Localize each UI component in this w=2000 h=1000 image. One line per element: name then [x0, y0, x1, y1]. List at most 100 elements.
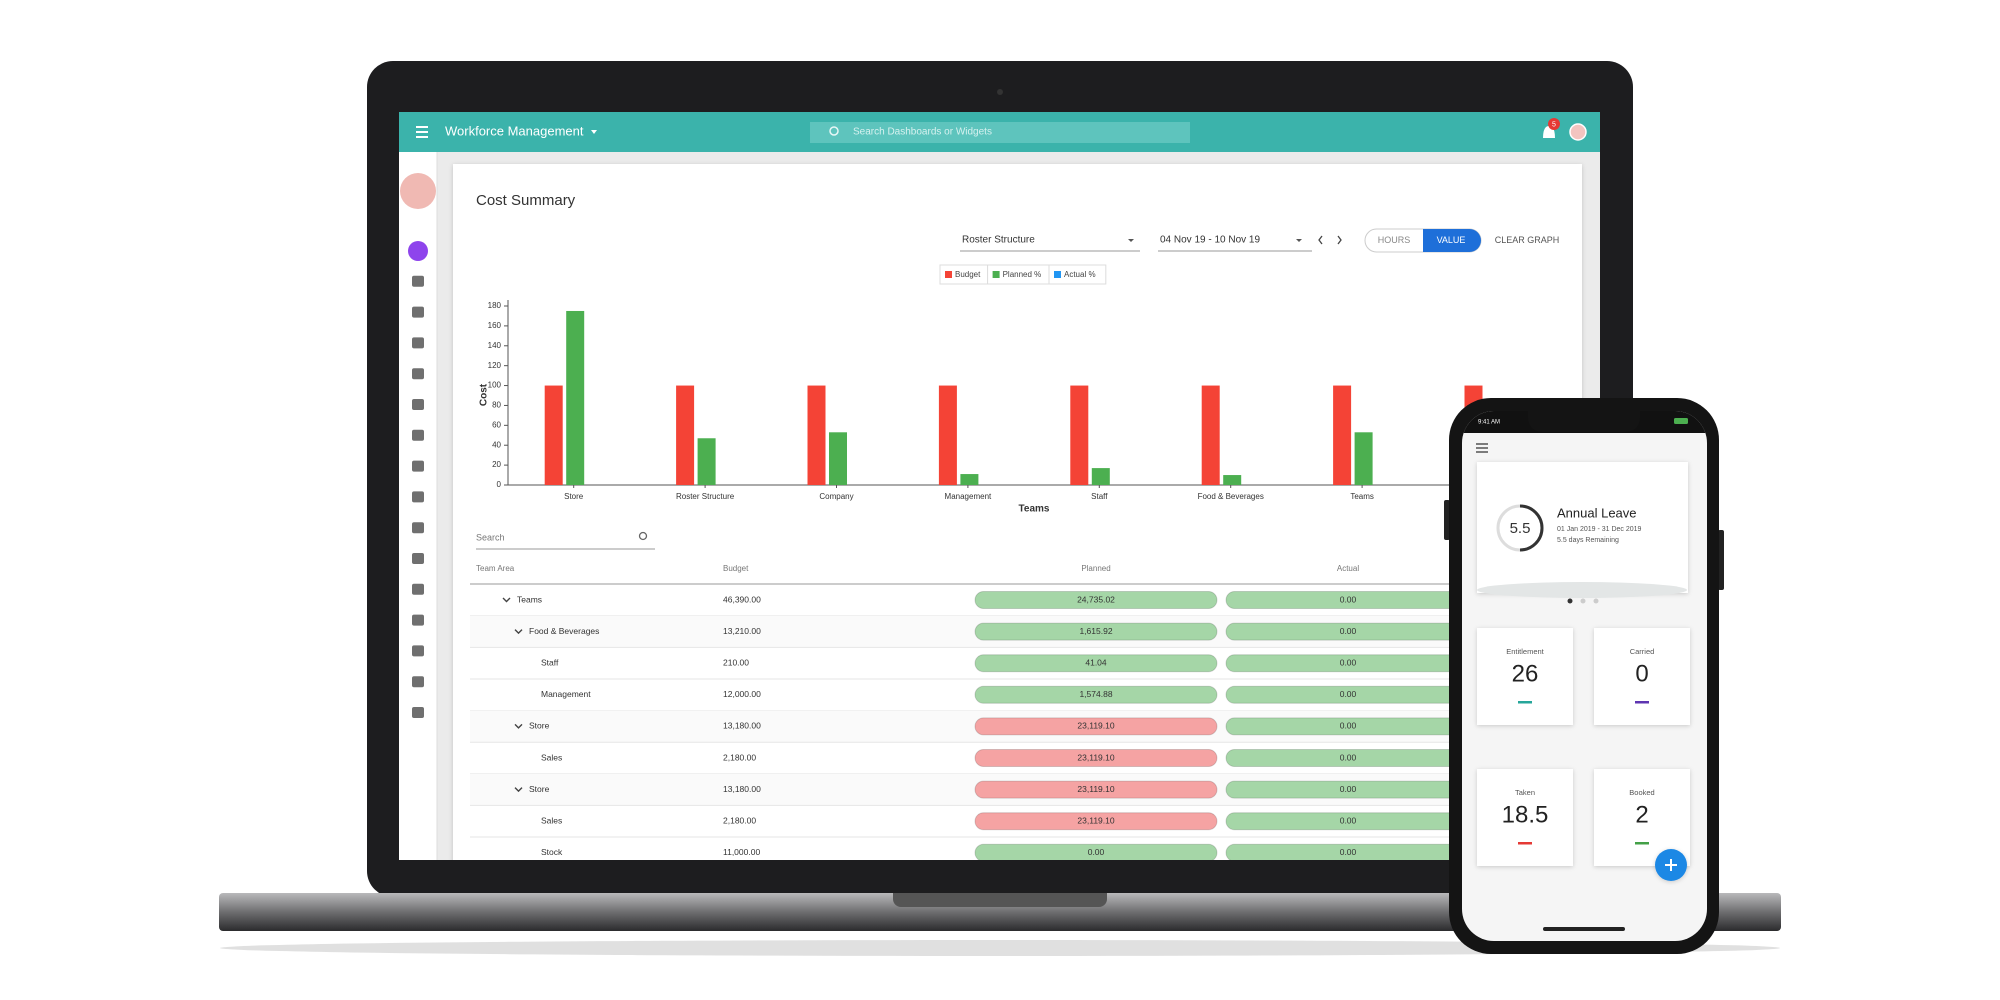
leave-panel — [1477, 462, 1688, 593]
sidebar-icon[interactable] — [412, 368, 424, 380]
phone-button — [1718, 530, 1724, 590]
y-tick-label: 160 — [488, 321, 502, 330]
sidebar-icon[interactable] — [412, 429, 424, 441]
tile-label: Booked — [1629, 788, 1654, 797]
sidebar-icon[interactable] — [412, 491, 424, 503]
date-caret[interactable] — [1296, 239, 1302, 242]
notification-count: 5 — [1552, 121, 1556, 128]
prev-arrow[interactable] — [1318, 235, 1323, 245]
search-bar[interactable] — [810, 122, 1190, 143]
sidebar-icon[interactable] — [412, 306, 424, 318]
search-icon — [638, 531, 648, 541]
tile-underline — [1518, 701, 1532, 704]
planned-pill — [974, 685, 1218, 704]
sidebar-icon[interactable] — [412, 676, 424, 688]
y-tick-label: 60 — [492, 420, 501, 429]
legend-swatch — [992, 271, 1000, 278]
app-title: Workforce Management — [445, 123, 584, 138]
clear-graph-button[interactable]: CLEAR GRAPH — [1495, 235, 1560, 245]
y-tick-label: 180 — [488, 301, 502, 310]
sidebar-icon[interactable] — [412, 645, 424, 657]
date-range[interactable]: 04 Nov 19 - 10 Nov 19 — [1160, 235, 1260, 246]
planned-pill — [974, 717, 1218, 736]
filter-select[interactable]: Roster Structure — [962, 235, 1035, 246]
legend-item[interactable] — [1048, 264, 1107, 285]
page-dot[interactable] — [1580, 598, 1586, 604]
actual: 0.00 — [1340, 815, 1357, 825]
expand-chevron[interactable] — [514, 629, 523, 635]
toggle-active[interactable] — [1423, 229, 1481, 252]
legend-label: Budget — [955, 270, 981, 279]
toggle-option[interactable]: HOURS — [1378, 235, 1411, 245]
actual: 0.00 — [1340, 721, 1357, 731]
sidebar — [399, 152, 437, 860]
sidebar-icon[interactable] — [412, 522, 424, 534]
column-header: Planned — [1081, 564, 1110, 573]
budget: 2,180.00 — [723, 752, 756, 762]
sidebar-icon[interactable] — [412, 460, 424, 472]
planned-pill — [974, 622, 1218, 641]
expand-chevron[interactable] — [502, 597, 511, 603]
sidebar-icon[interactable] — [412, 614, 424, 626]
add-icon — [1665, 859, 1677, 871]
team-area: Management — [541, 689, 591, 699]
bar — [676, 385, 695, 485]
bar — [960, 474, 979, 485]
laptop-base — [219, 893, 1781, 931]
x-axis-label: Teams — [1019, 504, 1050, 515]
budget: 12,000.00 — [723, 689, 761, 699]
budget: 13,210.00 — [723, 626, 761, 636]
y-tick-label: 100 — [488, 381, 502, 390]
planned-pill — [974, 749, 1218, 767]
dropdown-caret[interactable] — [591, 130, 597, 134]
base-notch — [893, 893, 1107, 907]
team-area: Stock — [541, 847, 563, 857]
select-caret[interactable] — [1128, 239, 1134, 242]
phone-notch — [1528, 408, 1640, 432]
team-area: Teams — [517, 594, 542, 604]
budget: 210.00 — [723, 657, 749, 667]
bar — [807, 385, 826, 485]
phone-menu-icon[interactable] — [1476, 443, 1488, 453]
sidebar-icon[interactable] — [412, 553, 424, 564]
x-tick-label: Store — [564, 492, 584, 501]
y-tick-label: 80 — [492, 401, 501, 410]
page-dot[interactable] — [1593, 598, 1599, 604]
leave-remaining: 5.5 — [1510, 520, 1531, 537]
planned: 24,735.02 — [1077, 594, 1115, 604]
x-tick-label: Roster Structure — [676, 492, 735, 501]
planned: 0.00 — [1088, 847, 1105, 857]
page-dot[interactable] — [1567, 598, 1573, 604]
sidebar-icon[interactable] — [412, 707, 424, 718]
planned-pill — [974, 780, 1218, 799]
sidebar-icon[interactable] — [412, 337, 424, 349]
user-avatar[interactable] — [1569, 123, 1587, 141]
sidebar-icon[interactable] — [412, 399, 424, 410]
bar — [1091, 468, 1110, 485]
expand-chevron[interactable] — [514, 723, 523, 729]
tile-value: 2 — [1635, 801, 1648, 828]
stat-tile[interactable] — [1477, 628, 1573, 725]
table-search[interactable]: Search — [476, 532, 505, 542]
x-tick-label: Teams — [1350, 492, 1374, 501]
stat-tile[interactable] — [1594, 628, 1690, 725]
toggle-option[interactable]: VALUE — [1437, 235, 1466, 245]
sidebar-icons — [412, 275, 424, 718]
sidebar-active-icon[interactable] — [408, 241, 428, 261]
sidebar-icon[interactable] — [412, 275, 424, 287]
actual: 0.00 — [1340, 594, 1357, 604]
legend-swatch — [945, 271, 952, 278]
next-arrow[interactable] — [1337, 235, 1342, 245]
sidebar-icon[interactable] — [412, 583, 424, 595]
expand-chevron[interactable] — [514, 787, 523, 793]
tile-label: Taken — [1515, 788, 1535, 797]
team-area: Store — [529, 784, 550, 794]
phone-content: 9:41 AM 5.5 Annual Leave 01 Jan 2019 - 31 D… — [1477, 420, 1690, 866]
panel-wave — [1477, 582, 1687, 598]
tile-underline — [1635, 701, 1649, 704]
stat-tile[interactable] — [1477, 769, 1573, 866]
menu-icon[interactable] — [416, 126, 428, 138]
bar — [1201, 385, 1220, 485]
actual: 0.00 — [1340, 784, 1357, 794]
